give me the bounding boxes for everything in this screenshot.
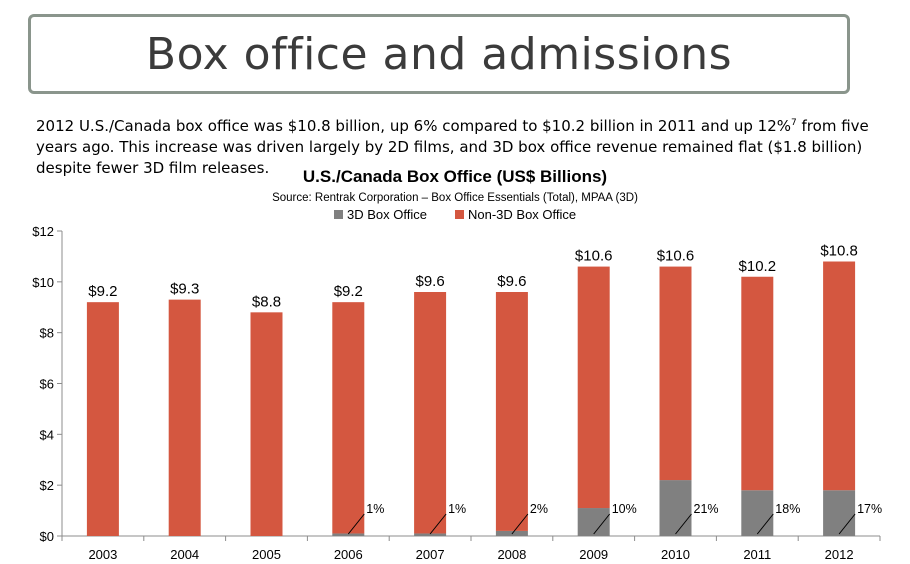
pct-label-2011: 18%	[775, 502, 800, 516]
total-label-2010: $10.6	[657, 248, 695, 265]
x-tick-label-2004: 2004	[170, 547, 199, 562]
pct-label-2006: 1%	[366, 502, 384, 516]
chart-source: Source: Rentrak Corporation – Box Office…	[272, 192, 638, 204]
pct-label-2012: 17%	[857, 502, 882, 516]
pct-label-2008: 2%	[530, 502, 548, 516]
y-tick-label: $10	[32, 275, 54, 290]
x-tick-label-2009: 2009	[579, 547, 608, 562]
bar-3d-2009	[577, 508, 610, 536]
total-label-2009: $10.6	[575, 248, 613, 265]
x-tick-label-2006: 2006	[334, 547, 363, 562]
pct-label-2010: 21%	[694, 502, 719, 516]
bar-3d-2006	[332, 533, 365, 536]
y-tick-label: $8	[40, 326, 54, 341]
pct-leader-2010	[675, 513, 692, 535]
legend-label-1: 3D Box Office	[347, 207, 427, 222]
total-label-2004: $9.3	[170, 281, 199, 298]
total-label-2007: $9.6	[415, 273, 444, 290]
bar-non3d-2008	[495, 292, 528, 531]
y-tick-label: $2	[40, 478, 54, 493]
legend-label-2: Non-3D Box Office	[468, 207, 576, 222]
legend-swatch-2	[455, 210, 464, 219]
pct-leader-2008	[511, 513, 529, 535]
x-tick-label-2007: 2007	[416, 547, 445, 562]
pct-label-2009: 10%	[612, 502, 637, 516]
bar-3d-2010	[659, 480, 692, 536]
x-tick-label-2011: 2011	[743, 547, 771, 562]
x-tick-label-2003: 2003	[88, 547, 117, 562]
bar-3d-2007	[414, 533, 447, 536]
intro-text-1: 2012 U.S./Canada box office was $10.8 bi…	[36, 117, 792, 135]
bar-non3d-2007	[414, 292, 447, 534]
pct-leader-2011	[756, 513, 774, 535]
total-label-2005: $8.8	[252, 293, 281, 310]
chart-title: U.S./Canada Box Office (US$ Billions)	[303, 167, 607, 186]
bar-non3d-2003	[86, 302, 119, 536]
pct-label-2007: 1%	[448, 502, 466, 516]
bar-non3d-2011	[741, 276, 774, 491]
pct-leader-2006	[347, 513, 365, 535]
total-label-2012: $10.8	[820, 243, 858, 260]
intro-paragraph: 2012 U.S./Canada box office was $10.8 bi…	[36, 116, 896, 179]
y-tick-label: $12	[32, 224, 54, 239]
total-label-2011: $10.2	[739, 258, 777, 275]
total-label-2003: $9.2	[88, 283, 117, 300]
pct-leader-2009	[593, 513, 611, 535]
x-tick-label-2008: 2008	[497, 547, 526, 562]
legend-swatch-1	[334, 210, 343, 219]
x-tick-label-2010: 2010	[661, 547, 690, 562]
bar-non3d-2004	[168, 299, 201, 536]
slide-title: Box office and admissions	[145, 28, 733, 80]
intro-text-2: from five years ago. This increase was d…	[36, 117, 869, 177]
footnote-ref: 7	[791, 118, 797, 128]
y-tick-label: $4	[40, 427, 54, 442]
bar-3d-2012	[823, 490, 856, 536]
bar-non3d-2010	[659, 266, 692, 481]
title-box: Box office and admissions	[28, 14, 850, 94]
total-label-2008: $9.6	[497, 273, 526, 290]
x-tick-label-2012: 2012	[825, 547, 854, 562]
y-tick-label: $6	[40, 377, 54, 392]
bar-non3d-2005	[250, 312, 283, 536]
bar-3d-2011	[741, 490, 774, 536]
bar-non3d-2009	[577, 266, 610, 509]
y-tick-label: $0	[40, 529, 54, 544]
total-label-2006: $9.2	[334, 283, 363, 300]
bar-non3d-2012	[823, 261, 856, 491]
x-tick-label-2005: 2005	[252, 547, 281, 562]
bar-non3d-2006	[332, 302, 365, 534]
pct-leader-2007	[429, 513, 447, 535]
pct-leader-2012	[838, 513, 856, 535]
